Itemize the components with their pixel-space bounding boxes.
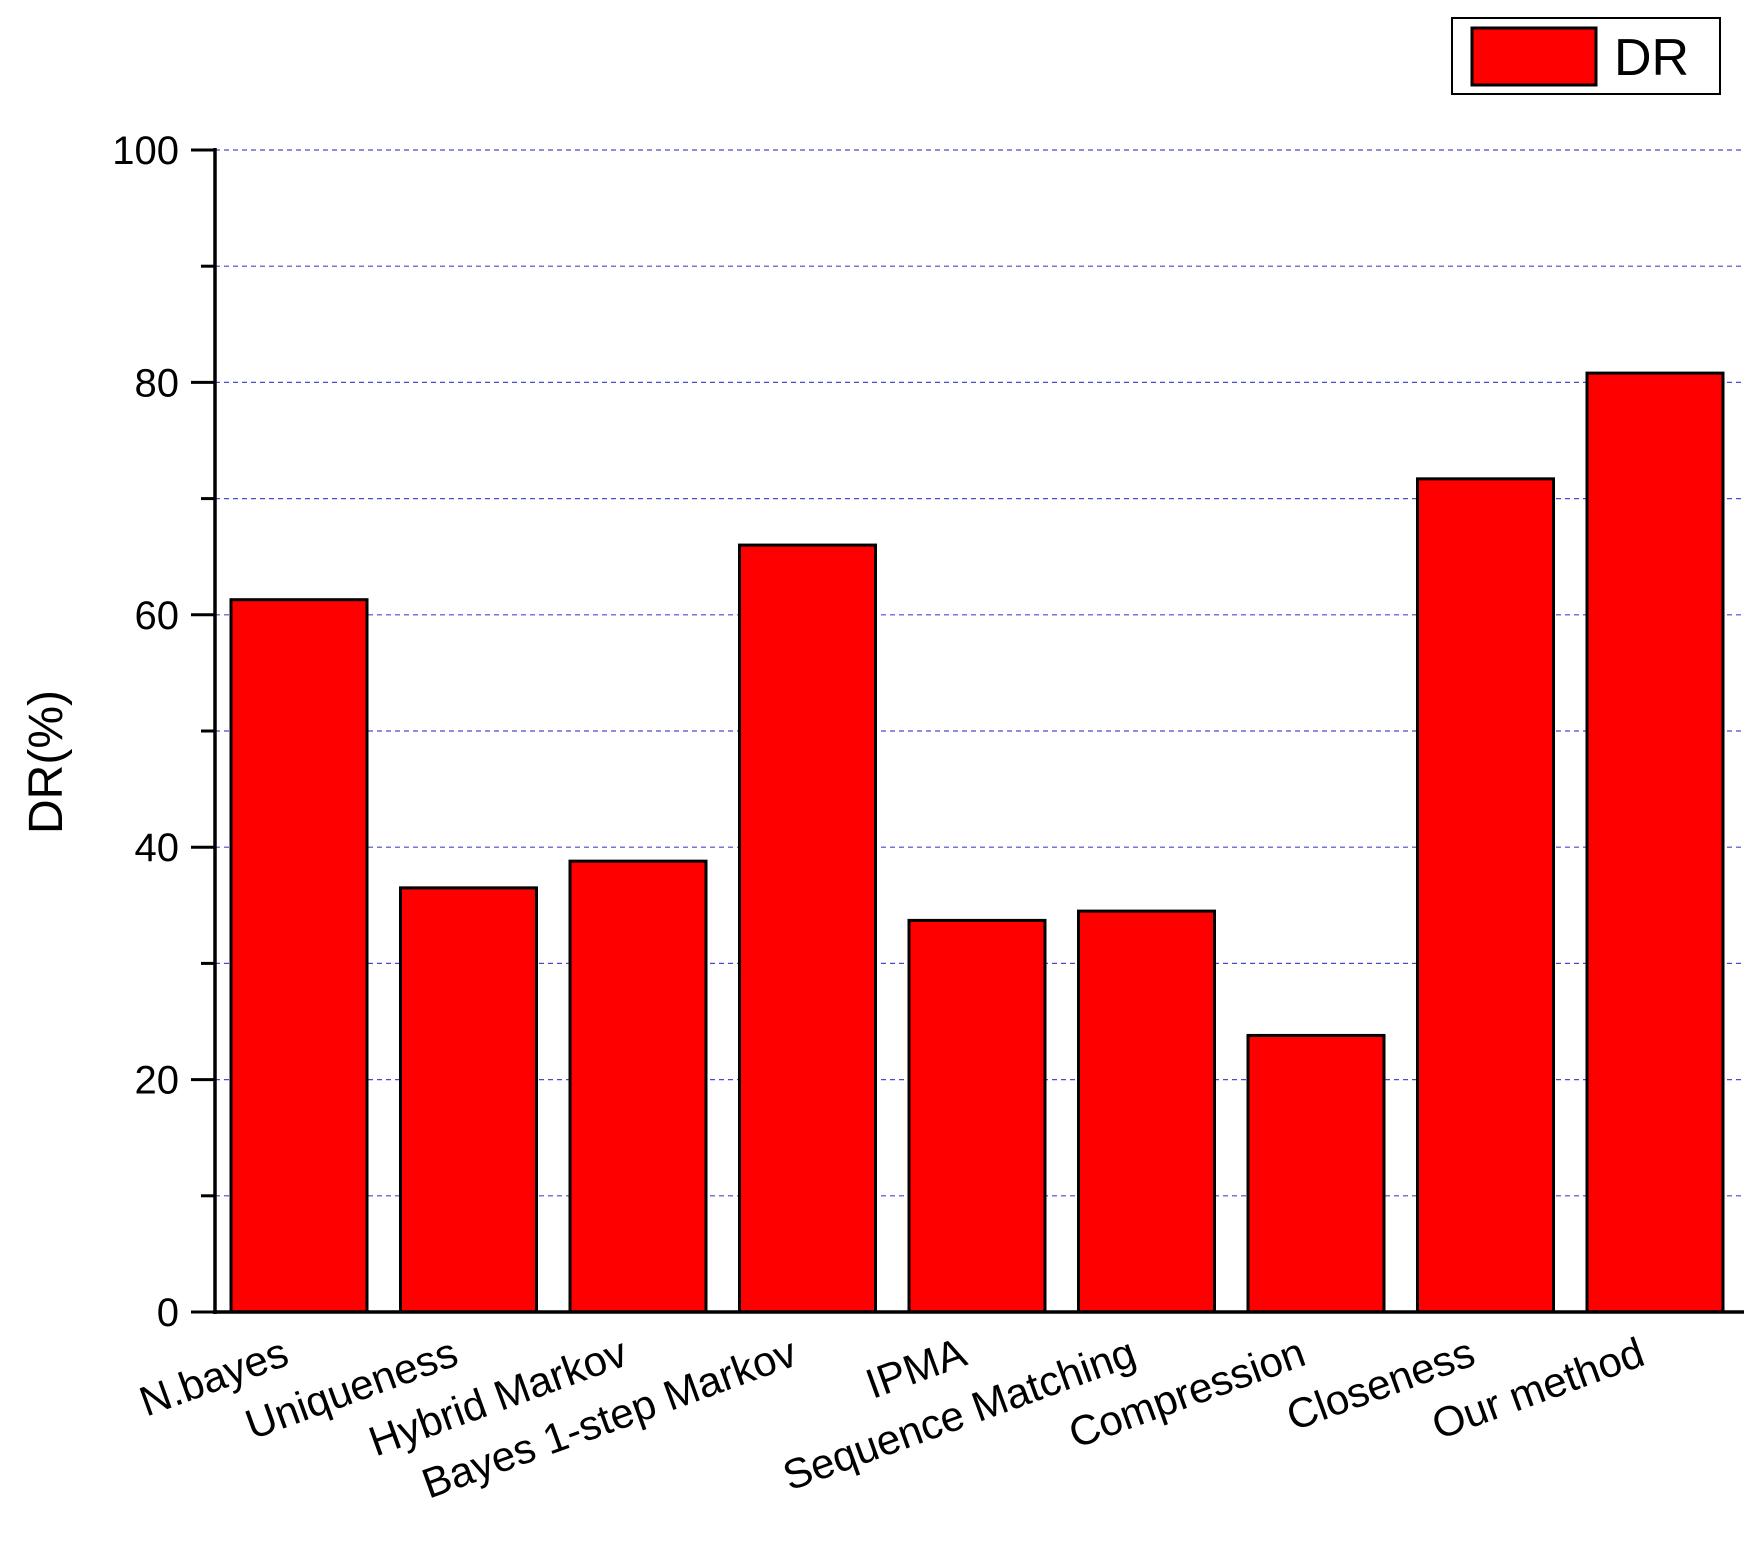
bar	[1585, 371, 1725, 1314]
y-tick-label: 0	[157, 1291, 179, 1335]
bar	[907, 918, 1047, 1314]
y-tick-label: 100	[112, 129, 179, 173]
bar	[229, 598, 369, 1314]
y-tick-label: 60	[135, 594, 180, 638]
bar	[1246, 1033, 1386, 1314]
y-tick-label: 40	[135, 826, 180, 870]
bar	[568, 859, 708, 1314]
axes-layer	[191, 148, 1744, 1314]
bar	[399, 886, 538, 1314]
y-tick-label: 80	[135, 361, 180, 405]
legend-label: DR	[1614, 29, 1689, 87]
y-axis-title: DR(%)	[20, 690, 73, 834]
bar	[1077, 909, 1216, 1314]
bars-layer	[229, 371, 1725, 1314]
bar	[738, 543, 877, 1314]
bar	[1416, 477, 1555, 1314]
legend-swatch	[1470, 26, 1598, 87]
legend: DR	[1451, 17, 1721, 95]
y-tick-label: 20	[135, 1059, 180, 1103]
